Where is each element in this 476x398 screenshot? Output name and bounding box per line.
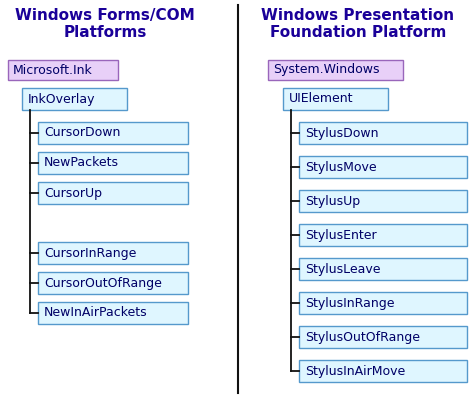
Text: System.Windows: System.Windows (272, 64, 379, 76)
FancyBboxPatch shape (298, 156, 466, 178)
FancyBboxPatch shape (22, 88, 127, 110)
Text: InkOverlay: InkOverlay (28, 92, 95, 105)
FancyBboxPatch shape (298, 258, 466, 280)
Text: StylusEnter: StylusEnter (304, 228, 376, 242)
FancyBboxPatch shape (38, 242, 188, 264)
FancyBboxPatch shape (298, 326, 466, 348)
FancyBboxPatch shape (268, 60, 402, 80)
Text: StylusInRange: StylusInRange (304, 297, 394, 310)
FancyBboxPatch shape (298, 190, 466, 212)
FancyBboxPatch shape (38, 152, 188, 174)
FancyBboxPatch shape (298, 224, 466, 246)
FancyBboxPatch shape (38, 302, 188, 324)
Text: Microsoft.Ink: Microsoft.Ink (13, 64, 92, 76)
Text: CursorInRange: CursorInRange (44, 246, 136, 259)
Text: StylusDown: StylusDown (304, 127, 378, 140)
Text: StylusInAirMove: StylusInAirMove (304, 365, 405, 377)
FancyBboxPatch shape (38, 182, 188, 204)
FancyBboxPatch shape (282, 88, 387, 110)
Text: Windows Presentation
Foundation Platform: Windows Presentation Foundation Platform (261, 8, 454, 41)
Text: NewPackets: NewPackets (44, 156, 119, 170)
Text: CursorOutOfRange: CursorOutOfRange (44, 277, 161, 289)
Text: CursorDown: CursorDown (44, 127, 120, 140)
FancyBboxPatch shape (298, 360, 466, 382)
Text: StylusMove: StylusMove (304, 160, 376, 174)
Text: NewInAirPackets: NewInAirPackets (44, 306, 147, 320)
FancyBboxPatch shape (298, 122, 466, 144)
Text: UIElement: UIElement (288, 92, 353, 105)
FancyBboxPatch shape (38, 272, 188, 294)
Text: Windows Forms/COM
Platforms: Windows Forms/COM Platforms (15, 8, 195, 41)
Text: CursorUp: CursorUp (44, 187, 102, 199)
Text: StylusOutOfRange: StylusOutOfRange (304, 330, 419, 343)
Text: StylusUp: StylusUp (304, 195, 359, 207)
FancyBboxPatch shape (298, 292, 466, 314)
FancyBboxPatch shape (8, 60, 118, 80)
FancyBboxPatch shape (38, 122, 188, 144)
Text: StylusLeave: StylusLeave (304, 263, 380, 275)
